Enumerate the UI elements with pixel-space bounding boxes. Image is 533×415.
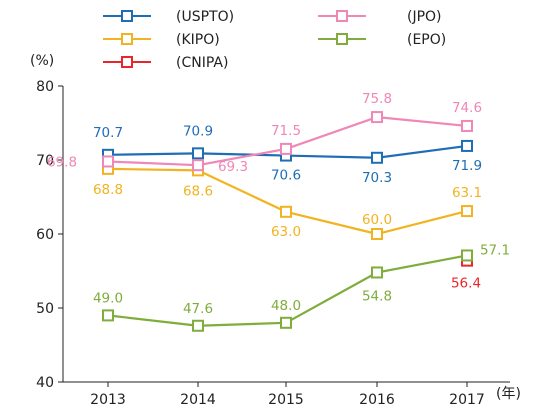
- data-point-epo: [280, 316, 292, 329]
- data-label-epo: 47.6: [183, 301, 213, 317]
- data-label-epo: 49.0: [93, 290, 123, 306]
- y-tick-label: 50: [36, 301, 54, 317]
- legend-label-jpo: (JPO): [407, 9, 442, 25]
- data-label-uspto: 70.7: [93, 125, 123, 141]
- legend-label-epo: (EPO): [407, 32, 446, 48]
- data-label-jpo: 75.8: [362, 91, 392, 107]
- data-point-jpo: [371, 111, 383, 124]
- data-point-kipo: [280, 205, 292, 218]
- data-label-epo: 54.8: [362, 288, 392, 304]
- legend: (USPTO) (KIPO) (CNIPA) (JPO) (EPO): [103, 9, 446, 71]
- x-tick-label: 2017: [449, 392, 485, 408]
- x-axis-ticks: 2013 2014 2015 2016 2017: [90, 382, 485, 408]
- data-label-jpo: 69.8: [47, 154, 77, 170]
- x-tick-label: 2015: [268, 392, 304, 408]
- y-tick-label: 40: [36, 375, 54, 391]
- data-label-epo: 48.0: [271, 298, 301, 314]
- data-label-uspto: 70.3: [362, 170, 392, 186]
- y-axis-ticks: 40 50 60 70 80: [36, 79, 63, 391]
- legend-marker-cnipa: [121, 56, 133, 68]
- data-label-kipo: 68.6: [183, 183, 213, 199]
- data-point-jpo: [192, 159, 204, 172]
- series-line-epo: [107, 254, 468, 327]
- data-label-uspto: 71.9: [452, 158, 482, 174]
- y-unit-label: (%): [30, 53, 54, 69]
- data-point-kipo: [461, 205, 473, 218]
- data-point-uspto: [371, 151, 383, 164]
- data-point-epo: [192, 319, 204, 332]
- data-label-kipo: 63.1: [452, 185, 482, 201]
- x-tick-label: 2016: [359, 392, 395, 408]
- data-point-epo: [461, 249, 473, 262]
- legend-label-uspto: (USPTO): [176, 9, 234, 25]
- data-label-uspto: 70.9: [183, 123, 213, 139]
- data-label-uspto: 70.6: [271, 168, 301, 184]
- series-markers: [102, 111, 473, 332]
- y-tick-label: 60: [36, 227, 54, 243]
- data-point-jpo: [461, 119, 473, 132]
- legend-marker-kipo: [121, 33, 133, 45]
- data-point-jpo: [280, 142, 292, 155]
- data-label-cnipa: 56.4: [451, 276, 481, 292]
- data-labels: 70.7 70.9 70.6 70.3 71.9 68.8 68.6 63.0 60.0 63.1…: [47, 91, 510, 317]
- y-tick-label: 80: [36, 79, 54, 95]
- data-label-epo: 57.1: [480, 242, 510, 258]
- data-label-kipo: 68.8: [93, 182, 123, 198]
- data-point-epo: [371, 266, 383, 279]
- data-point-jpo: [102, 155, 114, 168]
- data-point-uspto: [192, 147, 204, 160]
- data-label-kipo: 60.0: [362, 212, 392, 228]
- data-label-kipo: 63.0: [271, 224, 301, 240]
- data-label-jpo: 69.3: [218, 159, 248, 175]
- data-label-jpo: 71.5: [271, 123, 301, 139]
- x-unit-label: (年): [496, 386, 521, 402]
- legend-marker-jpo: [336, 10, 348, 22]
- legend-label-cnipa: (CNIPA): [176, 55, 228, 71]
- data-point-epo: [102, 309, 114, 322]
- x-tick-label: 2014: [180, 392, 216, 408]
- data-point-kipo: [371, 228, 383, 240]
- legend-label-kipo: (KIPO): [176, 32, 220, 48]
- legend-marker-epo: [336, 33, 348, 45]
- data-label-jpo: 74.6: [452, 100, 482, 116]
- data-point-uspto: [461, 139, 473, 152]
- legend-marker-uspto: [121, 10, 133, 22]
- y-tick-label: 70: [36, 153, 54, 169]
- x-tick-label: 2013: [90, 392, 126, 408]
